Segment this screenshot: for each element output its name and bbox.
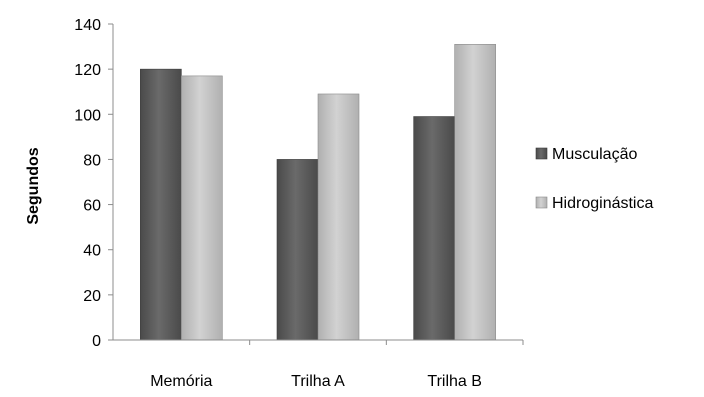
y-tick-label: 140: [74, 17, 101, 34]
y-tick-label: 60: [83, 198, 101, 215]
y-tick-label: 0: [92, 333, 101, 350]
x-axis-labels: Memória Trilha A Trilha B: [150, 373, 482, 390]
x-category-label: Memória: [150, 373, 212, 390]
bar-hidroginastica-0: [181, 75, 223, 341]
legend-label-hidroginastica: Hidroginástica: [552, 195, 653, 212]
y-tick-label: 80: [83, 152, 101, 169]
y-tick-label: 120: [74, 62, 101, 79]
y-tick-label: 40: [83, 243, 101, 260]
y-axis-ticks: 0 20 40 60 80 100 120 140: [74, 17, 113, 350]
y-tick-label: 20: [83, 288, 101, 305]
bar-musculacao-0: [140, 68, 182, 341]
bar-hidroginastica-2: [454, 44, 496, 341]
legend-swatch-hidroginastica: [535, 196, 548, 209]
x-category-label: Trilha A: [291, 373, 345, 390]
y-axis-label: Segundos: [25, 147, 42, 224]
bar-musculacao-1: [276, 159, 319, 341]
bar-hidroginastica-1: [317, 93, 360, 341]
legend-swatch-musculacao: [535, 147, 548, 160]
legend-label-musculacao: Musculação: [552, 146, 637, 163]
legend: Musculação Hidroginástica: [535, 146, 653, 212]
bar-musculacao-2: [413, 116, 455, 341]
bars-group: [140, 44, 524, 345]
x-category-label: Trilha B: [427, 373, 482, 390]
y-tick-label: 100: [74, 107, 101, 124]
